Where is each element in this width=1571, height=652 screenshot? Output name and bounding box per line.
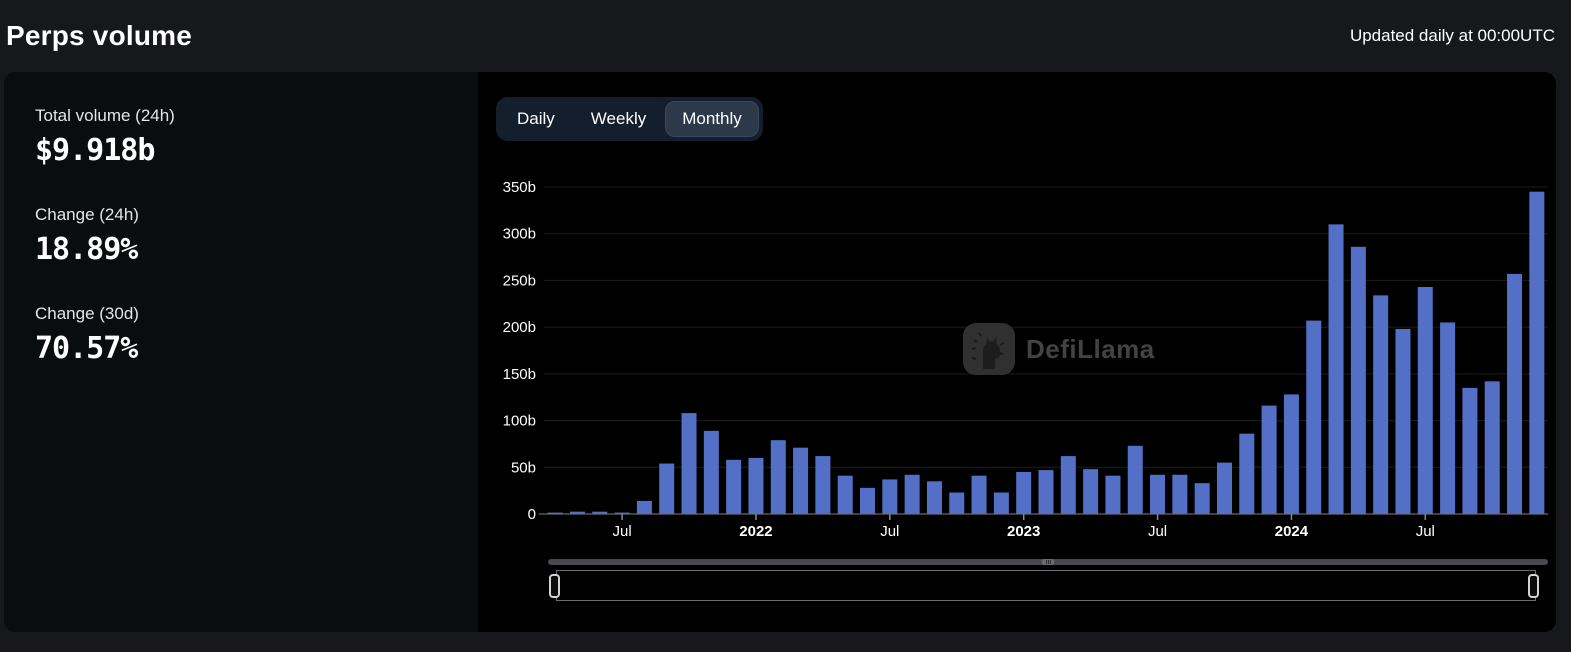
perps-volume-bar-chart[interactable]: 0 50b 100b 150b 200b 250b 300b 350b 2021-04: 1.5…	[478, 72, 1556, 552]
y-axis-tick-label: 50b	[511, 459, 536, 476]
y-axis-tick-label: 350b	[503, 179, 536, 196]
bar[interactable]: 2023-08: 42b	[1172, 474, 1188, 514]
perps-volume-card: Total volume (24h) $9.918b Change (24h) …	[4, 72, 1556, 632]
bar[interactable]: 2023-06: 73b	[1127, 445, 1143, 514]
stat-label: Change (24h)	[35, 205, 139, 224]
bar[interactable]: 2024-07: 243b	[1417, 286, 1433, 514]
bar[interactable]: 2023-01: 45b	[1016, 471, 1032, 514]
tab-daily[interactable]: Daily	[500, 101, 572, 137]
bar[interactable]: 2023-07: 42b	[1150, 474, 1166, 514]
bar[interactable]: 2023-11: 86b	[1239, 433, 1255, 514]
bar[interactable]: 2024-02: 207b	[1306, 320, 1322, 514]
bar[interactable]: 2022-10: 23b	[949, 492, 965, 514]
bar[interactable]: 2022-05: 41b	[837, 475, 853, 514]
bar[interactable]: 2024-10: 142b	[1484, 381, 1500, 514]
bar[interactable]: 2021-08: 14b	[636, 500, 652, 514]
tab-monthly[interactable]: Monthly	[665, 100, 759, 138]
bar[interactable]: 2022-08: 42b	[904, 474, 920, 514]
stat-value: $9.918b	[35, 133, 155, 168]
tab-weekly[interactable]: Weekly	[574, 101, 663, 137]
bar[interactable]: 2023-09: 33b	[1194, 483, 1210, 514]
drag-grip-icon[interactable]	[1042, 559, 1054, 565]
bar[interactable]: 2022-04: 62b	[815, 456, 831, 514]
x-axis-tick-label: 2024	[1275, 523, 1309, 540]
datazoom-track[interactable]	[548, 559, 1548, 565]
interval-tabs: Daily Weekly Monthly	[496, 97, 763, 141]
stat-change-30d: Change (30d) 70.57%	[35, 304, 458, 366]
bar[interactable]: 2024-04: 286b	[1350, 246, 1366, 514]
x-axis-tick-label: Jul	[880, 523, 899, 540]
bar[interactable]: 2021-11: 89b	[703, 430, 719, 514]
x-axis-tick-label: Jul	[1148, 523, 1167, 540]
chart-panel: 0 50b 100b 150b 200b 250b 300b 350b 2021-04: 1.5…	[478, 72, 1556, 632]
stat-label: Total volume (24h)	[35, 106, 175, 125]
y-axis-tick-label: 0	[528, 506, 536, 523]
page-header: Perps volume Updated daily at 00:00UTC	[0, 0, 1571, 72]
bar[interactable]: 2021-05: 2.5b	[569, 511, 585, 514]
bar[interactable]: 2021-06: 2.5b	[592, 511, 608, 514]
y-axis-tick-label: 100b	[503, 413, 536, 430]
y-axis-tick-label: 250b	[503, 272, 536, 289]
stat-total-volume-24h: Total volume (24h) $9.918b	[35, 106, 458, 168]
bar[interactable]: 2024-03: 310b	[1328, 224, 1344, 514]
bar[interactable]: 2022-11: 41b	[971, 475, 987, 514]
bar[interactable]: 2024-08: 205b	[1440, 322, 1456, 514]
y-axis-tick-label: 200b	[503, 319, 536, 336]
datazoom-left-handle-icon[interactable]	[549, 574, 560, 598]
bar[interactable]: 2023-05: 41b	[1105, 475, 1121, 514]
bar[interactable]: 2021-07: 1.5b	[614, 512, 630, 514]
bar[interactable]: 2024-01: 128b	[1283, 394, 1299, 514]
bar[interactable]: 2023-03: 62b	[1060, 456, 1076, 514]
bar[interactable]: 2022-02: 79b	[770, 440, 786, 514]
stat-label: Change (30d)	[35, 304, 139, 323]
x-axis-tick-label: 2023	[1007, 523, 1040, 540]
stat-value: 18.89%	[35, 232, 138, 267]
bar[interactable]: 2021-09: 54b	[659, 463, 675, 514]
updated-info: Updated daily at 00:00UTC	[1349, 26, 1555, 45]
bar[interactable]: 2023-02: 47b	[1038, 470, 1054, 514]
bar[interactable]: 2024-05: 234b	[1373, 295, 1389, 514]
bar[interactable]: 2024-12: 345b	[1529, 191, 1545, 514]
datazoom-window[interactable]	[556, 570, 1536, 601]
bar[interactable]: 2022-09: 35b	[926, 481, 942, 514]
bar[interactable]: 2023-12: 116b	[1261, 405, 1277, 514]
x-axis-tick-label: Jul	[1416, 523, 1435, 540]
x-axis-tick-label: Jul	[612, 523, 631, 540]
page-title: Perps volume	[6, 20, 193, 51]
bar[interactable]: 2022-03: 71b	[793, 447, 809, 514]
y-axis-tick-label: 300b	[503, 226, 536, 243]
bar[interactable]: 2021-04: 1.5b	[547, 512, 563, 514]
bar[interactable]: 2024-09: 135b	[1462, 387, 1478, 514]
bar[interactable]: 2023-10: 55b	[1216, 462, 1232, 514]
datazoom-right-handle-icon[interactable]	[1528, 574, 1539, 598]
bar[interactable]: 2022-07: 37b	[882, 479, 898, 514]
bar[interactable]: 2024-11: 257b	[1507, 273, 1523, 514]
bar[interactable]: 2022-06: 28b	[860, 487, 876, 514]
bar[interactable]: 2021-10: 108b	[681, 413, 697, 514]
bar[interactable]: 2024-06: 198b	[1395, 329, 1411, 514]
stat-change-24h: Change (24h) 18.89%	[35, 205, 458, 267]
bar[interactable]: 2022-12: 23b	[993, 492, 1009, 514]
bar[interactable]: 2022-01: 60b	[748, 457, 764, 514]
bar[interactable]: 2023-04: 48b	[1083, 469, 1099, 514]
bar[interactable]: 2021-12: 58b	[726, 459, 742, 514]
x-axis-tick-label: 2022	[739, 523, 772, 540]
stat-value: 70.57%	[35, 331, 138, 366]
stats-panel: Total volume (24h) $9.918b Change (24h) …	[4, 72, 478, 632]
y-axis-tick-label: 150b	[503, 366, 536, 383]
